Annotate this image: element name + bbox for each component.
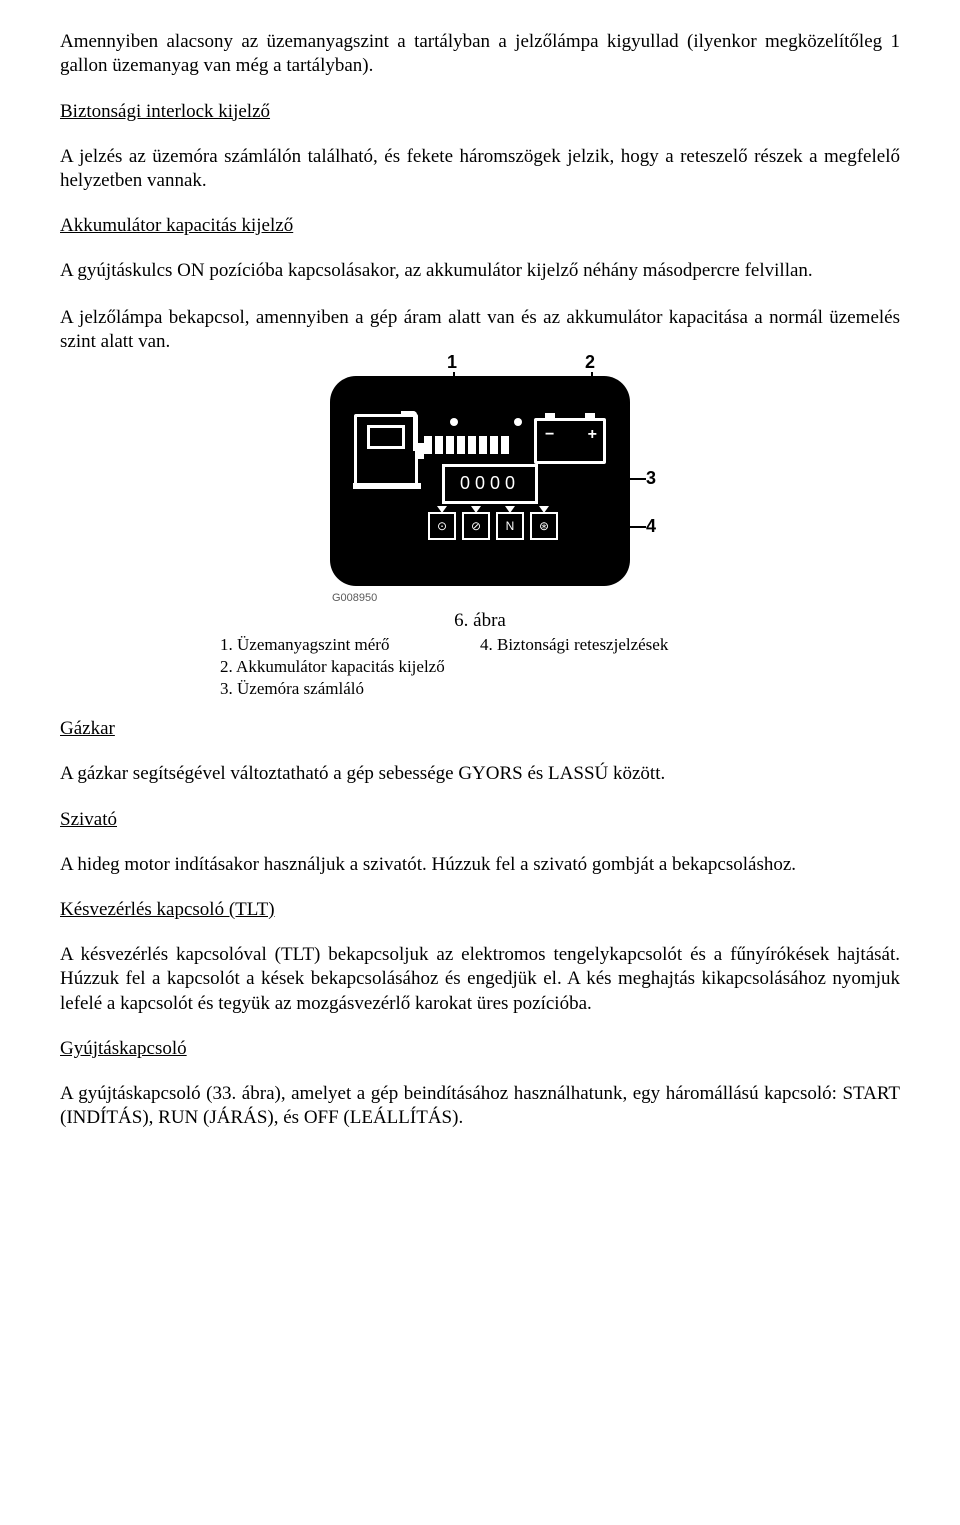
figure-legend: 6. ábra 1. Üzemanyagszint mérő 2. Akkumu… [220, 610, 740, 700]
heading-interlock: Biztonsági interlock kijelző [60, 101, 900, 123]
paragraph-battery-1: A gyújtáskulcs ON pozícióba kapcsolásako… [60, 259, 900, 283]
interlock-2: ⊘ [462, 512, 490, 540]
callout-3-num: 3 [646, 468, 656, 488]
figure-id: G008950 [332, 592, 630, 604]
paragraph-pto: A késvezérlés kapcsolóval (TLT) bekapcso… [60, 943, 900, 1016]
interlock-1: ⊙ [428, 512, 456, 540]
callout-1: 1 [447, 352, 457, 373]
fuel-level-bars [424, 436, 509, 454]
paragraph-fuel-low: Amennyiben alacsony az üzemanyagszint a … [60, 30, 900, 79]
paragraph-interlock: A jelzés az üzemóra számlálón található,… [60, 145, 900, 194]
callout-4: 4 [646, 516, 656, 537]
heading-ignition: Gyújtáskapcsoló [60, 1038, 900, 1060]
fuel-gauge-icon [354, 414, 418, 486]
figure-6: 1 2 3 4 − + [60, 376, 900, 700]
heading-choke: Szivató [60, 809, 900, 831]
document-page: Amennyiben alacsony az üzemanyagszint a … [0, 0, 960, 1193]
legend-item-3: 3. Üzemóra számláló [220, 678, 480, 700]
callout-2-num: 2 [585, 352, 595, 372]
heading-throttle: Gázkar [60, 718, 900, 740]
callout-3: 3 [646, 468, 656, 489]
legend-item-4: 4. Biztonsági reteszjelzések [480, 634, 740, 656]
legend-item-2: 2. Akkumulátor kapacitás kijelző [220, 656, 480, 678]
heading-battery: Akkumulátor kapacitás kijelző [60, 215, 900, 237]
figure-caption: 6. ábra [220, 610, 740, 632]
paragraph-throttle: A gázkar segítségével változtatható a gé… [60, 762, 900, 786]
callout-1-num: 1 [447, 352, 457, 372]
callout-4-num: 4 [646, 516, 656, 536]
callout-2: 2 [585, 352, 595, 373]
paragraph-ignition: A gyújtáskapcsoló (33. ábra), amelyet a … [60, 1082, 900, 1131]
hour-meter-display: 0000 [442, 464, 538, 504]
paragraph-choke: A hideg motor indításakor használjuk a s… [60, 853, 900, 877]
legend-item-1: 1. Üzemanyagszint mérő [220, 634, 480, 656]
indicator-dot-2 [514, 418, 522, 426]
indicator-dot-1 [450, 418, 458, 426]
interlock-3: N [496, 512, 524, 540]
battery-icon: − + [534, 418, 606, 464]
interlock-indicators: ⊙ ⊘ N ⊛ [428, 512, 558, 540]
interlock-4: ⊛ [530, 512, 558, 540]
heading-pto: Késvezérlés kapcsoló (TLT) [60, 899, 900, 921]
dashboard-panel: 1 2 3 4 − + [330, 376, 630, 586]
paragraph-battery-2: A jelzőlámpa bekapcsol, amennyiben a gép… [60, 306, 900, 355]
